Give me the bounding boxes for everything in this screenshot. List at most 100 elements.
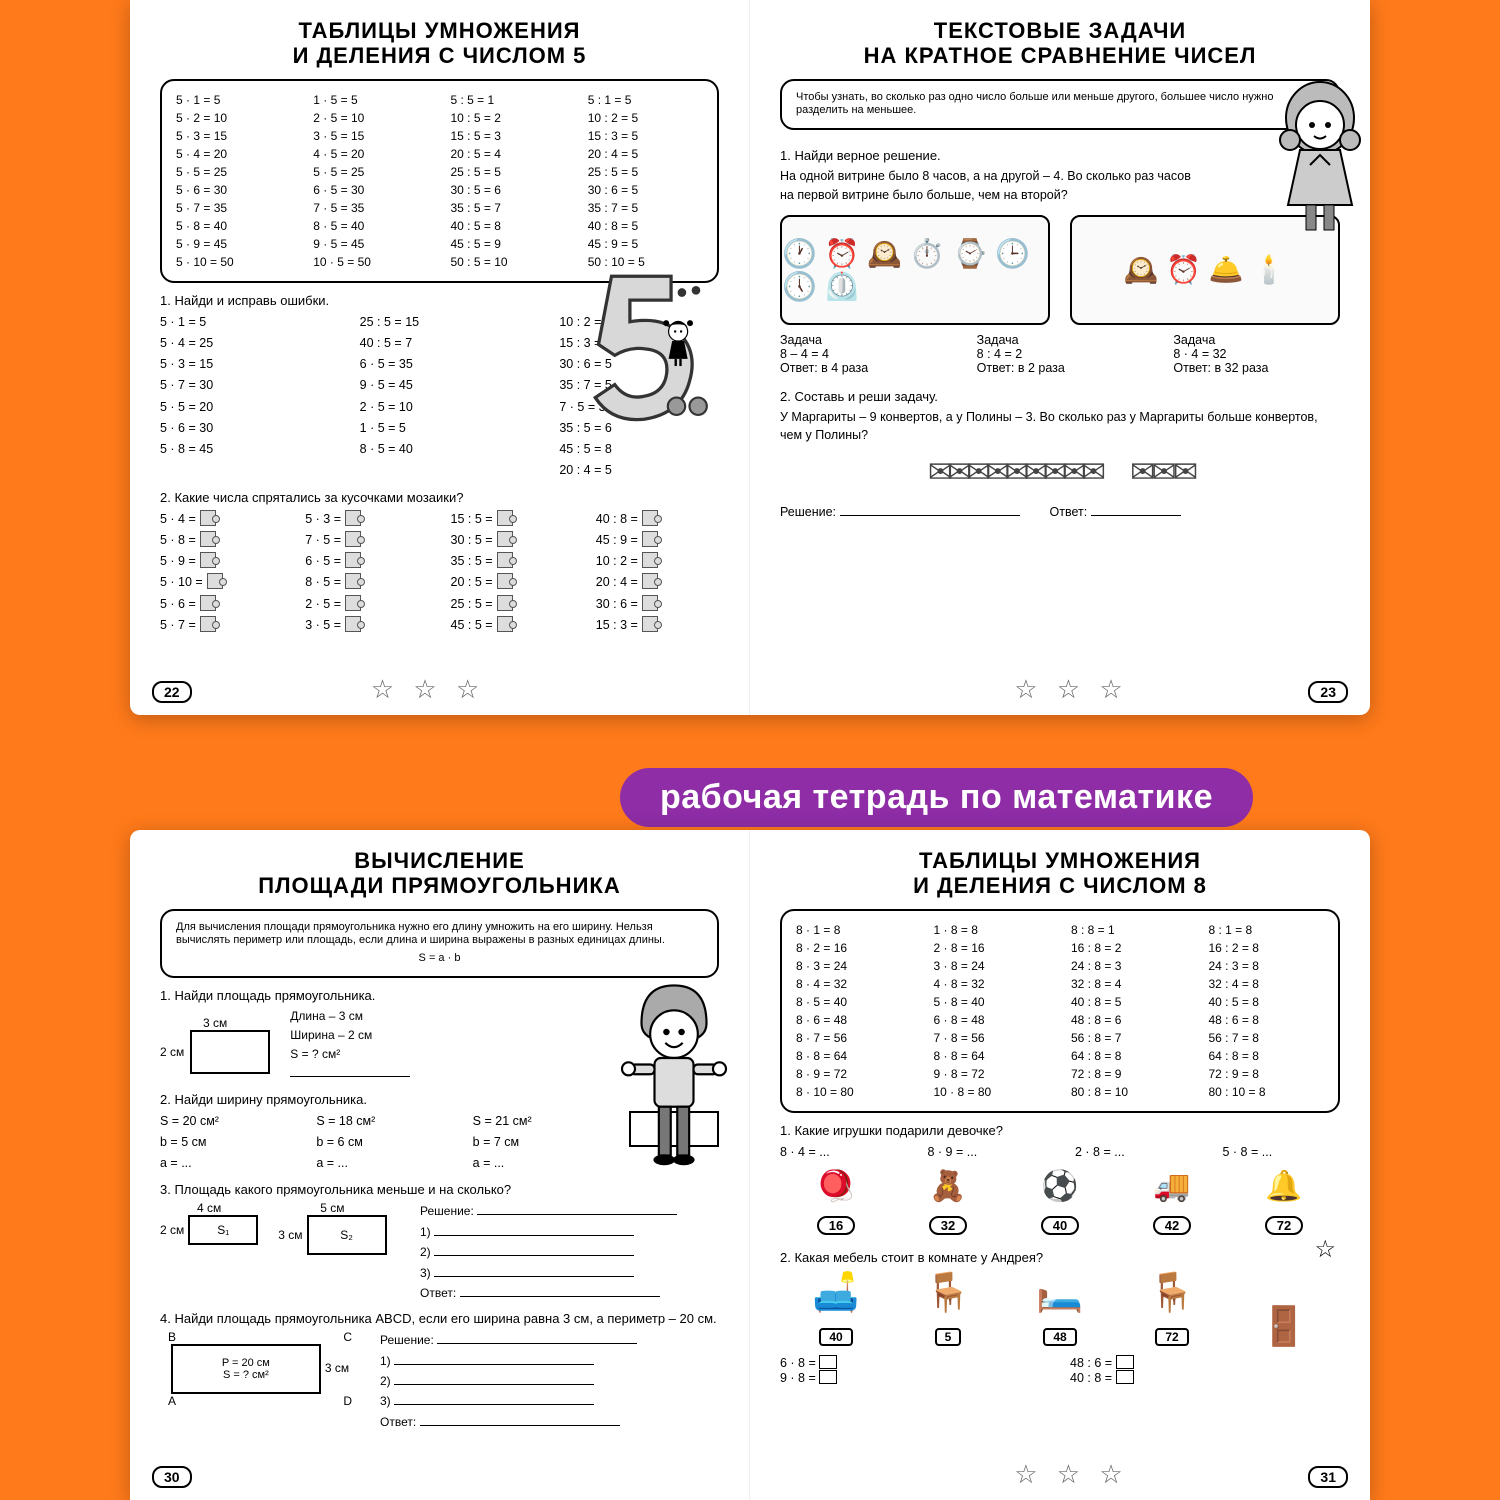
sol-label: Решение:: [780, 505, 836, 519]
p30-t1: 1. Найди площадь прямоугольника.: [160, 988, 719, 1003]
table-cell: 30 : 6 = 5: [588, 181, 703, 199]
equation: 6 · 5 = 35: [360, 354, 520, 375]
equation: 5 · 6 =: [160, 594, 283, 615]
equation: 15 : 3 = 10: [559, 333, 719, 354]
table-cell: 45 : 5 = 9: [451, 235, 566, 253]
table-cell: 48 : 8 = 6: [1071, 1011, 1187, 1029]
table-cell: 8 · 5 = 40: [313, 217, 428, 235]
equation: 9 · 8 =: [780, 1370, 1050, 1385]
page-number-30: 30: [152, 1466, 192, 1488]
r: Для вычисления площади прямоугольника ну…: [176, 921, 665, 947]
table-cell: 7 · 5 = 35: [313, 199, 428, 217]
value: b = 6 см: [316, 1132, 432, 1153]
equation: 20 : 4 =: [596, 572, 719, 593]
page30-title: ВЫЧИСЛЕНИЕ ПЛОЩАДИ ПРЯМОУГОЛЬНИКА: [160, 848, 719, 899]
value: a = ...: [473, 1153, 589, 1174]
equation: 5 · 5 = 20: [160, 397, 320, 418]
page22-table-box: 5 · 1 = 55 · 2 = 105 · 3 = 155 · 4 = 205…: [160, 79, 719, 283]
table-cell: 64 : 8 = 8: [1071, 1047, 1187, 1065]
page-number-23: 23: [1308, 681, 1348, 703]
equation: 9 · 5 = 45: [360, 375, 520, 396]
badge-label: рабочая тетрадь по математике: [620, 768, 1253, 827]
table-cell: 6 · 5 = 30: [313, 181, 428, 199]
solution-line: 2): [380, 1371, 719, 1391]
solution-line: Ответ:: [420, 1283, 719, 1303]
table-cell: 40 : 8 = 5: [588, 217, 703, 235]
t: ТЕКСТОВЫЕ ЗАДАЧИ: [934, 18, 1186, 43]
table-cell: 15 : 3 = 5: [588, 127, 703, 145]
table-cell: 4 · 8 = 32: [934, 975, 1050, 993]
equation: 5 · 4 = 25: [160, 333, 320, 354]
furniture-item: 🪑5: [924, 1271, 971, 1349]
table-cell: 8 · 10 = 80: [796, 1083, 912, 1101]
table-cell: 2 · 8 = 16: [934, 939, 1050, 957]
solution-line: 2): [420, 1242, 719, 1262]
value: a = ...: [316, 1153, 432, 1174]
table-cell: 24 : 3 = 8: [1209, 957, 1325, 975]
value: S = 21 см²: [473, 1111, 589, 1132]
ans-label: Ответ:: [1050, 505, 1088, 519]
table-cell: 25 : 5 = 5: [451, 163, 566, 181]
table-cell: 64 : 8 = 8: [1209, 1047, 1325, 1065]
table-cell: 35 : 5 = 7: [451, 199, 566, 217]
toy-item: ⚽40: [1041, 1169, 1079, 1238]
toy-item: 🚚42: [1153, 1169, 1191, 1238]
table-cell: 72 : 8 = 9: [1071, 1065, 1187, 1083]
equation: 5 · 8 = 45: [160, 439, 320, 460]
equation: 25 : 5 = 15: [360, 312, 520, 333]
table-cell: 5 · 5 = 25: [176, 163, 291, 181]
table-cell: 30 : 5 = 6: [451, 181, 566, 199]
d: 4 см: [197, 1201, 221, 1215]
page-31: ТАБЛИЦЫ УМНОЖЕНИЯ И ДЕЛЕНИЯ С ЧИСЛОМ 8 8…: [750, 830, 1370, 1500]
equation: 5 · 7 =: [160, 615, 283, 636]
table-cell: 5 · 7 = 35: [176, 199, 291, 217]
table-cell: 15 : 5 = 3: [451, 127, 566, 145]
table-cell: 25 : 5 = 5: [588, 163, 703, 181]
table-cell: 8 · 6 = 48: [796, 1011, 912, 1029]
star-icon: ☆: [1314, 1235, 1336, 1264]
solution-line: Ответ:: [380, 1412, 719, 1432]
equation: 6 · 8 =: [780, 1355, 1050, 1370]
table-cell: 5 · 3 = 15: [176, 127, 291, 145]
table-cell: 56 : 8 = 7: [1071, 1029, 1187, 1047]
equation: 45 : 5 =: [451, 615, 574, 636]
solution-line: 1): [420, 1222, 719, 1242]
solution-line: Решение:: [380, 1330, 719, 1350]
page23-rule: Чтобы узнать, во сколько раз одно число …: [780, 79, 1340, 131]
table-cell: 35 : 7 = 5: [588, 199, 703, 217]
table-cell: 10 · 5 = 50: [313, 253, 428, 271]
t: И ДЕЛЕНИЯ С ЧИСЛОМ 5: [293, 43, 587, 68]
equation: 8 · 5 =: [305, 572, 428, 593]
equation: 5 · 7 = 30: [160, 375, 320, 396]
furniture-item: 🪑72: [1148, 1271, 1195, 1349]
value: S = 18 см²: [316, 1111, 432, 1132]
equation: 5 · 3 =: [305, 509, 428, 530]
table-cell: 5 · 8 = 40: [934, 993, 1050, 1011]
table-cell: 48 : 6 = 8: [1209, 1011, 1325, 1029]
equation: 7 · 5 = 35: [559, 397, 719, 418]
table-cell: 50 : 10 = 5: [588, 253, 703, 271]
table-cell: 5 · 6 = 30: [176, 181, 291, 199]
table-cell: 5 : 5 = 1: [451, 91, 566, 109]
table-cell: 16 : 8 = 2: [1071, 939, 1187, 957]
equation: 1 · 5 = 5: [360, 418, 520, 439]
toy-item: 🔔72: [1265, 1169, 1303, 1238]
table-cell: 10 · 8 = 80: [934, 1083, 1050, 1101]
table-cell: 32 : 4 = 8: [1209, 975, 1325, 993]
table-cell: 5 · 1 = 5: [176, 91, 291, 109]
table-cell: 9 · 8 = 72: [934, 1065, 1050, 1083]
table-cell: 45 : 9 = 5: [588, 235, 703, 253]
table-cell: 8 · 3 = 24: [796, 957, 912, 975]
answer-option: Задача8 : 4 = 2Ответ: в 2 раза: [977, 333, 1144, 375]
p30-t4: 4. Найди площадь прямоугольника ABCD, ес…: [160, 1311, 719, 1326]
envelopes: ✉✉✉✉✉✉✉✉✉ ✉ ✉ ✉: [780, 455, 1340, 490]
value: S = ? см²: [290, 1045, 410, 1064]
p30-t2: 2. Найди ширину прямоугольника.: [160, 1092, 719, 1107]
spread-top: ТАБЛИЦЫ УМНОЖЕНИЯ И ДЕЛЕНИЯ С ЧИСЛОМ 5 5…: [130, 0, 1370, 715]
t: НА КРАТНОЕ СРАВНЕНИЕ ЧИСЕЛ: [864, 43, 1257, 68]
p23-t1b: На одной витрине было 8 часов, а на друг…: [780, 167, 1200, 205]
answer-option: Задача8 · 4 = 32Ответ: в 32 раза: [1173, 333, 1340, 375]
page31-title: ТАБЛИЦЫ УМНОЖЕНИЯ И ДЕЛЕНИЯ С ЧИСЛОМ 8: [780, 848, 1340, 899]
table-cell: 1 · 8 = 8: [934, 921, 1050, 939]
solution-line: 1): [380, 1351, 719, 1371]
